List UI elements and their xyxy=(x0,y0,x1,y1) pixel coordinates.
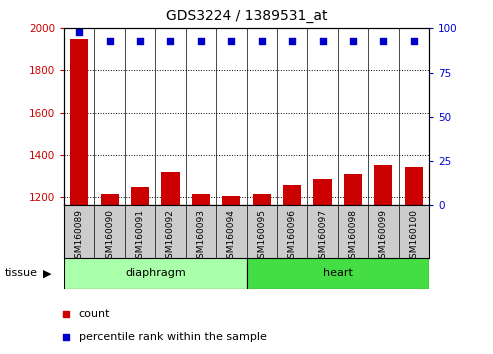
Text: GSM160100: GSM160100 xyxy=(409,209,418,264)
Point xyxy=(349,38,357,44)
Text: diaphragm: diaphragm xyxy=(125,268,186,279)
Point xyxy=(106,38,113,44)
Point xyxy=(380,38,387,44)
Text: GSM160098: GSM160098 xyxy=(349,209,357,264)
Bar xyxy=(405,167,423,205)
Bar xyxy=(283,185,301,205)
Text: GSM160089: GSM160089 xyxy=(75,209,84,264)
Bar xyxy=(314,179,332,205)
Text: heart: heart xyxy=(323,268,352,279)
Point xyxy=(62,311,70,316)
Text: GDS3224 / 1389531_at: GDS3224 / 1389531_at xyxy=(166,9,327,23)
Bar xyxy=(252,194,271,205)
Point xyxy=(62,334,70,339)
Text: GSM160094: GSM160094 xyxy=(227,209,236,264)
Text: GSM160097: GSM160097 xyxy=(318,209,327,264)
Point xyxy=(167,38,175,44)
Point xyxy=(197,38,205,44)
Text: GSM160092: GSM160092 xyxy=(166,209,175,264)
Text: GSM160090: GSM160090 xyxy=(105,209,114,264)
Text: GSM160096: GSM160096 xyxy=(287,209,297,264)
Bar xyxy=(64,258,246,289)
Point xyxy=(318,38,326,44)
Text: GSM160093: GSM160093 xyxy=(196,209,206,264)
Bar xyxy=(344,174,362,205)
Bar xyxy=(374,165,392,205)
Bar xyxy=(70,39,88,205)
Text: GSM160091: GSM160091 xyxy=(136,209,144,264)
Text: ▶: ▶ xyxy=(42,268,51,278)
Bar xyxy=(161,172,179,205)
Point xyxy=(75,29,83,35)
Point xyxy=(410,38,418,44)
Point xyxy=(258,38,266,44)
Point xyxy=(136,38,144,44)
Bar xyxy=(192,194,210,205)
Bar xyxy=(131,187,149,205)
Text: GSM160099: GSM160099 xyxy=(379,209,388,264)
Point xyxy=(288,38,296,44)
Point xyxy=(227,38,235,44)
Text: GSM160095: GSM160095 xyxy=(257,209,266,264)
Bar xyxy=(101,194,119,205)
Text: count: count xyxy=(79,309,110,319)
Bar xyxy=(222,196,241,205)
Text: tissue: tissue xyxy=(5,268,38,278)
Bar xyxy=(246,258,429,289)
Text: percentile rank within the sample: percentile rank within the sample xyxy=(79,332,267,342)
